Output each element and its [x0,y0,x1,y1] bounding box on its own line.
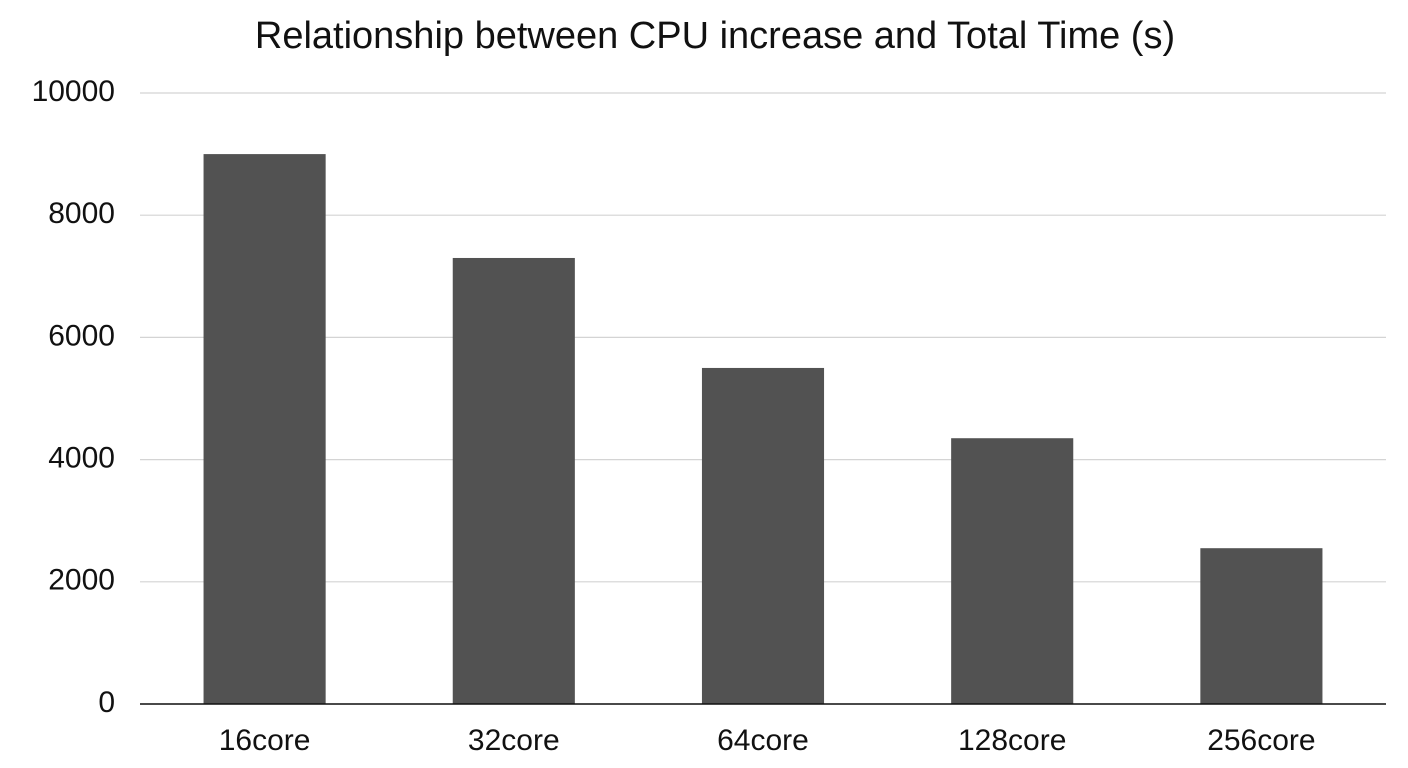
x-tick-label: 128core [958,724,1066,757]
y-tick-label: 10000 [32,75,115,108]
y-tick-label: 4000 [48,442,115,475]
x-tick-label: 16core [219,724,311,757]
y-tick-label: 6000 [48,319,115,352]
x-tick-label: 64core [717,724,809,757]
bar [452,257,575,704]
bar [203,154,326,705]
x-tick-label: 32core [468,724,560,757]
chart-title: Relationship between CPU increase and To… [255,15,1175,57]
bar [1200,548,1323,704]
y-tick-label: 2000 [48,564,115,597]
x-tick-label: 256core [1207,724,1315,757]
y-tick-label: 8000 [48,197,115,230]
bar [951,438,1074,704]
y-tick-label: 0 [98,686,115,719]
bar [701,367,825,704]
